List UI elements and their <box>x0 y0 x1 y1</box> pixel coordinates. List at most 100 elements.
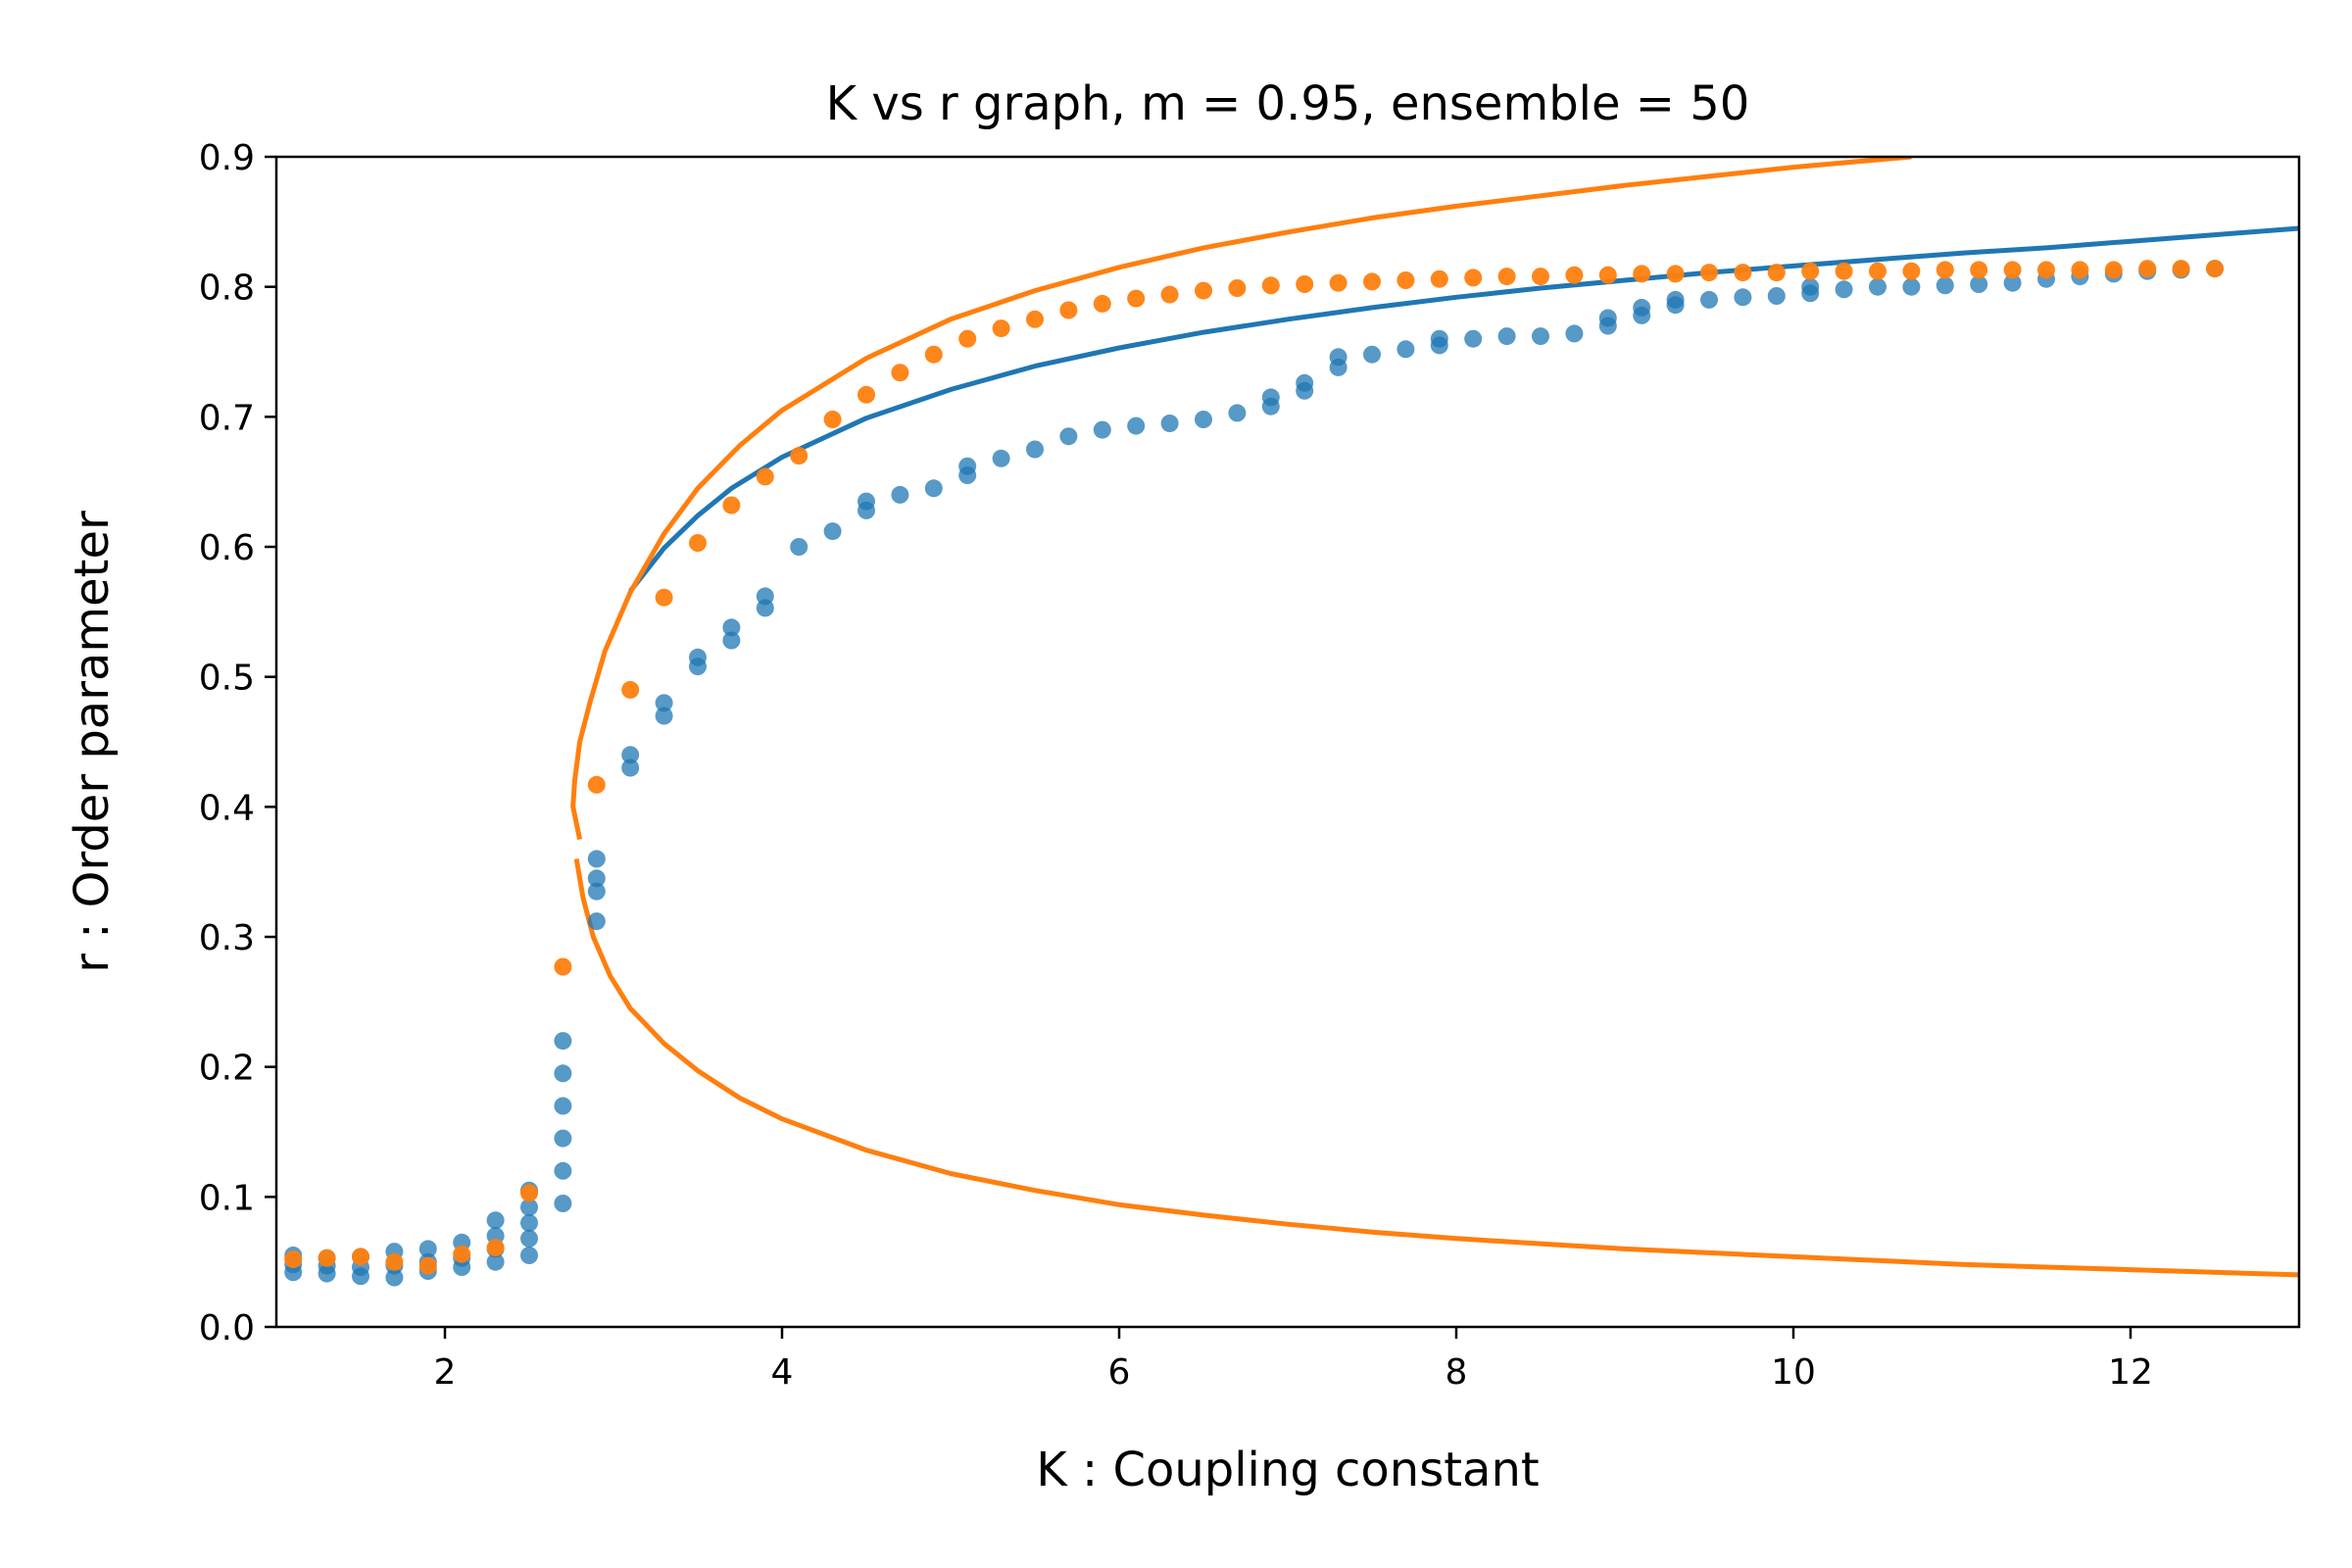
data-point-series1 <box>554 1032 572 1051</box>
x-axis: 2 4 6 8 10 12 <box>434 1327 2153 1393</box>
data-point-series1 <box>1026 440 1044 459</box>
data-point-series1 <box>1700 290 1718 309</box>
data-point-series2 <box>2071 261 2089 279</box>
y-tick-label: 0.0 <box>199 1308 255 1348</box>
x-tick-label: 4 <box>771 1352 794 1393</box>
data-point-series2 <box>1464 269 1483 287</box>
data-point-series2 <box>992 319 1010 338</box>
data-point-series1 <box>756 587 774 606</box>
data-point-series1 <box>520 1247 538 1264</box>
data-point-series2 <box>689 534 707 552</box>
point-layer <box>284 260 2224 1287</box>
data-point-series2 <box>1093 294 1111 313</box>
data-point-series1 <box>1767 287 1786 305</box>
data-point-series1 <box>1329 348 1348 367</box>
data-point-series2 <box>1228 279 1247 297</box>
data-point-series2 <box>1700 264 1718 282</box>
data-point-series1 <box>1902 277 1921 296</box>
y-tick-label: 0.4 <box>199 788 255 828</box>
y-tick-label: 0.8 <box>199 269 255 309</box>
data-point-series1 <box>1936 276 1954 295</box>
data-point-series1 <box>554 1161 572 1180</box>
y-tick-label: 0.2 <box>199 1049 255 1089</box>
data-point-series1 <box>790 538 808 556</box>
data-point-series1 <box>722 618 741 637</box>
data-point-series1 <box>992 449 1010 467</box>
data-point-series1 <box>1430 329 1448 348</box>
data-point-series1 <box>689 648 707 666</box>
data-point-series2 <box>790 447 808 466</box>
data-point-series2 <box>1902 262 1921 280</box>
data-point-series2 <box>1598 266 1617 284</box>
data-point-series2 <box>2206 260 2224 278</box>
data-point-series2 <box>891 364 909 382</box>
data-point-series1 <box>1059 427 1078 446</box>
data-point-series1 <box>1160 415 1179 432</box>
data-point-series2 <box>284 1250 303 1268</box>
data-point-series1 <box>587 869 606 888</box>
data-point-series2 <box>1296 275 1314 293</box>
x-tick-label: 2 <box>434 1352 457 1393</box>
data-point-series1 <box>554 1129 572 1148</box>
data-point-series2 <box>1195 281 1212 300</box>
data-point-series2 <box>1970 261 1988 279</box>
data-point-series2 <box>318 1249 336 1267</box>
y-axis: 0.0 0.1 0.2 0.3 0.4 0.5 0.6 0.7 0.8 0.9 <box>199 138 276 1348</box>
data-point-series2 <box>587 775 606 794</box>
data-point-series2 <box>1396 271 1415 289</box>
data-point-series2 <box>858 385 875 404</box>
data-point-series2 <box>1430 270 1448 288</box>
data-point-series1 <box>1127 416 1146 435</box>
data-point-series2 <box>1565 266 1584 284</box>
data-point-series2 <box>1869 262 1886 280</box>
data-point-series2 <box>655 588 673 607</box>
data-point-series2 <box>1363 272 1381 291</box>
data-point-series1 <box>1869 277 1886 296</box>
data-point-series2 <box>621 680 640 699</box>
x-tick-label: 10 <box>1771 1352 1816 1393</box>
data-point-series2 <box>1666 265 1685 283</box>
data-point-series2 <box>1026 310 1044 328</box>
chart-title: K vs r graph, m = 0.95, ensemble = 50 <box>826 76 1750 131</box>
data-point-series2 <box>1160 285 1179 304</box>
data-point-series2 <box>1801 262 1820 280</box>
data-point-series2 <box>722 496 741 514</box>
data-point-series1 <box>722 631 741 650</box>
data-point-series1 <box>655 694 673 712</box>
data-point-series2 <box>1532 268 1549 286</box>
data-point-series2 <box>2003 261 2022 279</box>
data-point-series2 <box>554 957 572 976</box>
data-point-series1 <box>858 492 875 511</box>
data-point-series1 <box>520 1229 538 1248</box>
curve-1 <box>628 225 2299 593</box>
data-point-series1 <box>621 759 640 777</box>
y-tick-label: 0.9 <box>199 138 255 178</box>
data-point-series2 <box>2138 260 2157 278</box>
data-point-series1 <box>587 912 606 931</box>
data-point-series2 <box>823 411 842 428</box>
data-point-series1 <box>891 485 909 504</box>
data-point-series1 <box>554 1195 572 1212</box>
data-point-series1 <box>587 850 606 868</box>
data-point-series1 <box>2003 273 2022 292</box>
data-point-series2 <box>352 1248 369 1266</box>
curve-2 <box>570 157 1912 841</box>
data-point-series2 <box>1127 289 1146 308</box>
data-point-series2 <box>418 1256 437 1275</box>
data-point-series1 <box>1497 327 1516 346</box>
data-point-series1 <box>1835 280 1853 299</box>
data-point-series1 <box>1464 329 1483 348</box>
data-point-series2 <box>520 1184 538 1202</box>
data-point-series1 <box>1970 275 1988 293</box>
data-point-series2 <box>1261 276 1280 295</box>
data-point-series1 <box>1801 277 1820 296</box>
data-point-series1 <box>520 1198 538 1216</box>
data-point-series2 <box>2037 261 2055 279</box>
data-point-series1 <box>1363 345 1381 364</box>
x-tick-label: 6 <box>1108 1352 1131 1393</box>
data-point-series1 <box>1666 290 1685 309</box>
x-tick-label: 12 <box>2108 1352 2153 1393</box>
data-point-series2 <box>1497 268 1516 286</box>
plot-frame <box>274 155 2301 1329</box>
